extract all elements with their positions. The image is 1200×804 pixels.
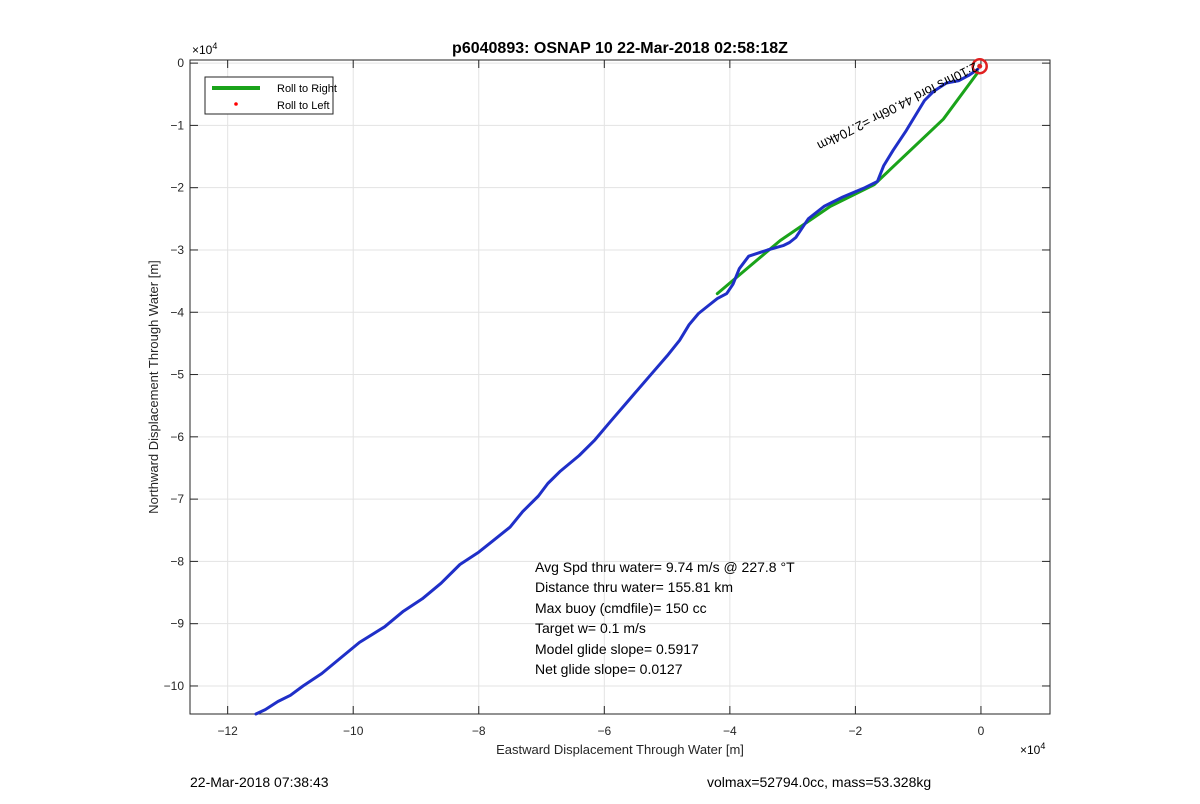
stat-target-w: Target w= 0.1 m/s	[535, 620, 646, 636]
start-marker-dot	[977, 63, 983, 69]
x-tick-label: −8	[472, 724, 486, 738]
stat-model-glide: Model glide slope= 0.5917	[535, 641, 699, 657]
start-marker	[971, 57, 988, 75]
series-roll-right-line	[715, 71, 980, 296]
legend-box	[204, 76, 334, 115]
y-tick-label: −5	[170, 368, 184, 382]
footer-vehicle-info: volmax=52794.0cc, mass=53.328kg	[707, 774, 932, 790]
y-tick-label: −7	[170, 492, 184, 506]
stat-distance: Distance thru water= 155.81 km	[535, 579, 733, 595]
y-tick-label: −2	[170, 181, 184, 195]
x-tick-label: −4	[723, 724, 737, 738]
y-tick-label: −4	[170, 305, 184, 319]
track-annotation: 2:10hrs ford 44.06hr =2.704km	[815, 59, 981, 153]
x-tick-label: −2	[849, 724, 863, 738]
y-tick-label: −1	[170, 118, 184, 132]
legend-label-roll-right: Roll to Right	[277, 83, 337, 95]
stat-max-buoy: Max buoy (cmdfile)= 150 cc	[535, 600, 707, 616]
y-tick-label: −10	[164, 679, 185, 693]
x-axis-multiplier: ×104	[1020, 741, 1045, 757]
chart-title: p6040893: OSNAP 10 22-Mar-2018 02:58:18Z	[452, 40, 788, 57]
x-axis-label: Eastward Displacement Through Water [m]	[496, 742, 744, 757]
grid	[190, 60, 1050, 714]
stat-net-glide: Net glide slope= 0.0127	[535, 661, 683, 677]
y-multiplier-base: ×10	[192, 43, 213, 57]
y-tick-label: −9	[170, 617, 184, 631]
legend: Roll to Right Roll to Left	[204, 76, 337, 115]
x-multiplier-base: ×10	[1020, 743, 1041, 757]
y-multiplier-exponent: 4	[212, 41, 217, 51]
plot-area	[189, 59, 1051, 715]
y-tick-label: 0	[177, 56, 184, 70]
footer-timestamp: 22-Mar-2018 07:38:43	[190, 774, 329, 790]
legend-swatch-roll-left	[234, 102, 238, 106]
series-layer	[254, 57, 988, 716]
y-tick-label: −6	[170, 430, 184, 444]
x-multiplier-exponent: 4	[1040, 741, 1045, 751]
y-tick-label: −3	[170, 243, 184, 257]
legend-label-roll-left: Roll to Left	[277, 100, 330, 112]
x-tick-label: −12	[217, 724, 238, 738]
y-axis-label: Northward Displacement Through Water [m]	[146, 260, 161, 514]
x-tick-label: −10	[343, 724, 364, 738]
y-axis-multiplier: ×104	[192, 41, 217, 57]
series-track-line	[254, 67, 980, 716]
axis-ticks: −12 −10 −8 −6 −4 −2 0 0 −1 −2 −3 −4 −5 −6 −7 −8 −9 −10	[164, 56, 1050, 738]
x-tick-label: −6	[597, 724, 611, 738]
x-tick-label: 0	[978, 724, 985, 738]
stat-avg-speed: Avg Spd thru water= 9.74 m/s @ 227.8 °T	[535, 559, 795, 575]
stats-block: Avg Spd thru water= 9.74 m/s @ 227.8 °T …	[535, 559, 795, 677]
y-tick-label: −8	[170, 554, 184, 568]
